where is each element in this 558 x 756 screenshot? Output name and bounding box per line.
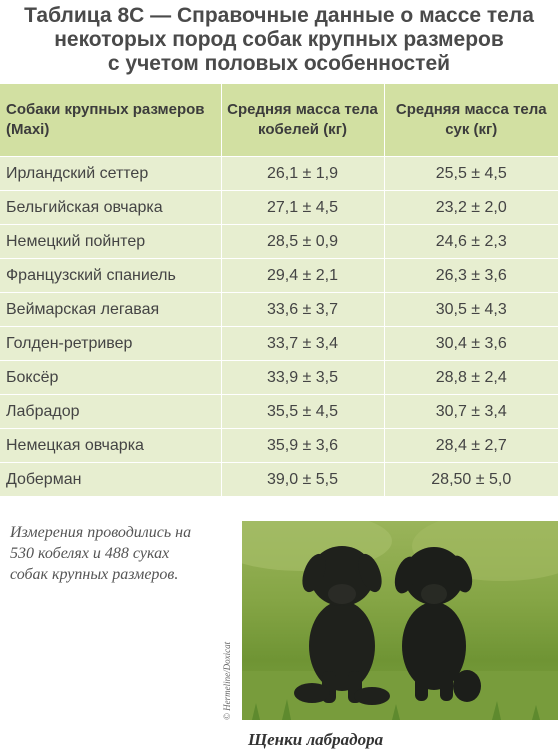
cell-male-weight: 35,9 ± 3,6 (221, 428, 385, 463)
cell-breed: Боксёр (0, 360, 222, 395)
measurement-note: Измерения проводились на 530 кобелях и 4… (10, 522, 235, 585)
cell-breed: Французский спаниель (0, 258, 222, 293)
title-line-1: Таблица 8С — Справочные данные о массе т… (24, 4, 534, 27)
cell-female-weight: 24,6 ± 2,3 (384, 224, 558, 259)
cell-female-weight: 28,8 ± 2,4 (384, 360, 558, 395)
header-breed: Собаки крупных размеров (Maxi) (0, 83, 222, 157)
note-line-3: собак крупных размеров. (10, 566, 179, 583)
cell-male-weight: 35,5 ± 4,5 (221, 394, 385, 429)
dog-weight-table: Собаки крупных размеров (Maxi) Средняя м… (0, 83, 558, 497)
cell-female-weight: 28,50 ± 5,0 (384, 462, 558, 497)
header-male-weight: Средняя масса тела кобелей (кг) (221, 83, 385, 157)
table-row: Ирландский сеттер 26,1 ± 1,9 25,5 ± 4,5 (0, 156, 558, 191)
labrador-puppies-photo (242, 521, 558, 720)
table-row: Боксёр 33,9 ± 3,5 28,8 ± 2,4 (0, 360, 558, 395)
note-line-2: 530 кобелях и 488 суках (10, 545, 170, 562)
cell-breed: Ирландский сеттер (0, 156, 222, 191)
cell-breed: Голден-ретривер (0, 326, 222, 361)
cell-female-weight: 30,7 ± 3,4 (384, 394, 558, 429)
cell-female-weight: 30,4 ± 3,6 (384, 326, 558, 361)
cell-male-weight: 26,1 ± 1,9 (221, 156, 385, 191)
cell-male-weight: 27,1 ± 4,5 (221, 190, 385, 225)
cell-male-weight: 33,9 ± 3,5 (221, 360, 385, 395)
page-title: Таблица 8С — Справочные данные о массе т… (0, 4, 558, 76)
cell-female-weight: 25,5 ± 4,5 (384, 156, 558, 191)
note-line-1: Измерения проводились на (10, 524, 192, 541)
left-puppy (294, 546, 390, 705)
table-row: Немецкая овчарка 35,9 ± 3,6 28,4 ± 2,7 (0, 428, 558, 463)
cell-male-weight: 39,0 ± 5,5 (221, 462, 385, 497)
title-line-3: с учетом половых особенностей (107, 52, 451, 75)
photo-credit: © Hermeline/Doxicat (222, 641, 232, 720)
table-row: Немецкий пойнтер 28,5 ± 0,9 24,6 ± 2,3 (0, 224, 558, 259)
cell-breed: Лабрадор (0, 394, 222, 429)
cell-breed: Веймарская легавая (0, 292, 222, 327)
photo-caption: Щенки лабрадора (248, 730, 384, 749)
table-row: Бельгийская овчарка 27,1 ± 4,5 23,2 ± 2,0 (0, 190, 558, 225)
cell-female-weight: 23,2 ± 2,0 (384, 190, 558, 225)
cell-female-weight: 28,4 ± 2,7 (384, 428, 558, 463)
cell-breed: Немецкая овчарка (0, 428, 222, 463)
right-puppy (394, 547, 481, 702)
cell-breed: Немецкий пойнтер (0, 224, 222, 259)
cell-male-weight: 29,4 ± 2,1 (221, 258, 385, 293)
table-header-row: Собаки крупных размеров (Maxi) Средняя м… (0, 83, 558, 157)
table-row: Доберман 39,0 ± 5,5 28,50 ± 5,0 (0, 462, 558, 497)
table-row: Французский спаниель 29,4 ± 2,1 26,3 ± 3,6 (0, 258, 558, 293)
table-body: Ирландский сеттер 26,1 ± 1,9 25,5 ± 4,5 Бел… (0, 156, 558, 497)
table-row: Голден-ретривер 33,7 ± 3,4 30,4 ± 3,6 (0, 326, 558, 361)
table-row: Веймарская легавая 33,6 ± 3,7 30,5 ± 4,3 (0, 292, 558, 327)
cell-male-weight: 33,6 ± 3,7 (221, 292, 385, 327)
cell-breed: Доберман (0, 462, 222, 497)
header-female-weight: Средняя масса тела сук (кг) (384, 83, 558, 157)
cell-male-weight: 33,7 ± 3,4 (221, 326, 385, 361)
cell-male-weight: 28,5 ± 0,9 (221, 224, 385, 259)
cell-female-weight: 30,5 ± 4,3 (384, 292, 558, 327)
title-line-2: некоторых пород собак крупных размеров (54, 28, 504, 51)
puppies-illustration (242, 521, 558, 720)
table-row: Лабрадор 35,5 ± 4,5 30,7 ± 3,4 (0, 394, 558, 429)
cell-breed: Бельгийская овчарка (0, 190, 222, 225)
cell-female-weight: 26,3 ± 3,6 (384, 258, 558, 293)
